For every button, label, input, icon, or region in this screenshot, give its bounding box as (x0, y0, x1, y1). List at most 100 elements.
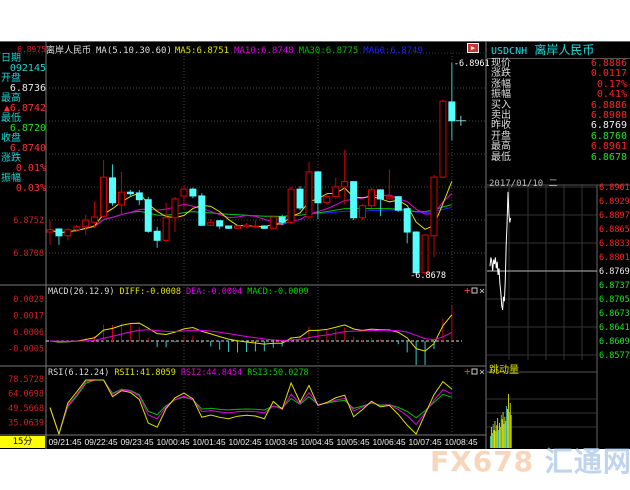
quote-value: 6.8886 (590, 58, 627, 69)
candle-body (412, 231, 420, 274)
candle-body (323, 196, 331, 204)
intraday-price-tick: 6.8641 (599, 323, 630, 333)
time-axis-label: 09/21:45 (48, 437, 81, 447)
time-axis-label: 10/05:45 (336, 437, 369, 447)
candle (251, 220, 259, 229)
candle (82, 214, 90, 236)
ma5-value: MA5:6.8751 (174, 46, 230, 56)
quote-value: 6.8886 (590, 99, 627, 111)
intraday-price-tick: 6.8673 (599, 309, 630, 319)
quote-row: 振幅 0.41% (487, 89, 630, 100)
volume-bar (490, 436, 491, 448)
candle-body (305, 171, 313, 218)
time-axis-label: 10/03:45 (264, 437, 297, 447)
volume-bar (509, 403, 511, 448)
quote-row: 昨收 6.8769 (487, 120, 630, 131)
macd-tick: 0.0028 (13, 295, 44, 305)
time-axis-label: 10/02:45 (228, 437, 261, 447)
candle-body (251, 225, 259, 228)
expand-button[interactable]: ▶ (467, 43, 479, 53)
candle (207, 219, 215, 227)
candle (421, 234, 429, 275)
dea-line (49, 329, 453, 342)
volume-bar (499, 422, 500, 448)
info-label: 振幅 (1, 173, 21, 184)
candle-body (91, 216, 99, 223)
candle (394, 195, 402, 212)
pane-maximize-icon[interactable] (471, 368, 478, 375)
volume-bar (496, 425, 498, 448)
main-chart-header: 离岸人民币 MA(5.10.30.60) MA5:6.8751 MA10:6.8748… (46, 43, 428, 56)
quote-row: 现价 6.8886 (487, 58, 630, 69)
pane-close-icon[interactable]: × (479, 367, 485, 378)
time-axis-label: 10/00:45 (156, 437, 189, 447)
candle-body (296, 188, 304, 209)
candle-body (260, 225, 268, 229)
candle (305, 162, 313, 220)
candle (278, 214, 286, 226)
candle-body (367, 189, 375, 207)
pane-add-icon[interactable]: + (464, 284, 471, 297)
pane-add-icon[interactable]: + (464, 365, 471, 378)
candle (46, 220, 54, 245)
quote-label: 涨跌 (491, 68, 511, 80)
low-price-label: -6.8678 (410, 271, 446, 281)
info-value: 0.03% (15, 183, 46, 194)
quote-label: 现价 (491, 58, 511, 69)
candle-body (216, 220, 224, 227)
candle (412, 231, 420, 275)
candle (376, 189, 384, 217)
volume-bar (507, 409, 508, 448)
info-label: 日期 (1, 53, 21, 64)
macd-tick: 0.0017 (13, 312, 44, 322)
candle (55, 228, 63, 245)
intraday-price-line (489, 191, 512, 311)
period-selector[interactable]: 15分 (0, 436, 45, 448)
candle-body (341, 181, 349, 188)
candle (439, 99, 447, 178)
intraday-price-tick: 6.8961 (599, 183, 630, 193)
candle-body (448, 101, 456, 122)
rsi2-line (49, 379, 453, 436)
pane-maximize-icon[interactable] (471, 287, 478, 294)
watermark-logo: FX678 汇通网 (430, 445, 630, 478)
instrument-title: 离岸人民币 (46, 46, 92, 56)
intraday-price-tick: 6.8929 (599, 197, 630, 207)
pane-close-icon[interactable]: × (479, 286, 485, 297)
candle (216, 220, 224, 230)
candle (430, 174, 438, 257)
candle (359, 204, 367, 220)
candle (385, 169, 393, 200)
quote-row: 最高 6.8961 (487, 141, 630, 153)
candle-body (394, 196, 402, 211)
candle (367, 187, 375, 208)
candle-body (46, 229, 54, 233)
price-tick: 6.8708 (13, 249, 44, 259)
candle-body (430, 176, 438, 237)
candle (341, 150, 349, 205)
quote-row: 买入 6.8886 (487, 99, 630, 111)
info-value: 6.8740 (9, 143, 46, 154)
quote-label: 买入 (491, 99, 511, 111)
crosshair-cursor (455, 115, 466, 126)
quote-label: 最高 (491, 141, 511, 153)
info-label: 开盘 (1, 73, 21, 84)
quote-value: 6.8678 (590, 151, 627, 163)
volume-bar (506, 406, 508, 448)
quote-row: 开盘 6.8760 (487, 130, 630, 142)
indicator-name[interactable]: MA(5.10.30.60) (96, 46, 172, 56)
info-label: 最高 (1, 93, 21, 104)
candle (162, 202, 170, 242)
candle-body (314, 171, 322, 204)
ma30-line (49, 204, 452, 234)
quote-title: USDCNH 离岸人民币 (487, 41, 630, 59)
volume-bar (502, 412, 504, 448)
info-label: 涨跌 (1, 153, 21, 164)
quote-label: 最低 (491, 151, 511, 163)
quote-value: 6.8760 (590, 130, 627, 142)
candle-body (117, 191, 125, 206)
intraday-price-tick: 6.8737 (599, 281, 630, 291)
time-axis-label: 09/22:45 (84, 437, 117, 447)
candle-body (198, 195, 206, 226)
